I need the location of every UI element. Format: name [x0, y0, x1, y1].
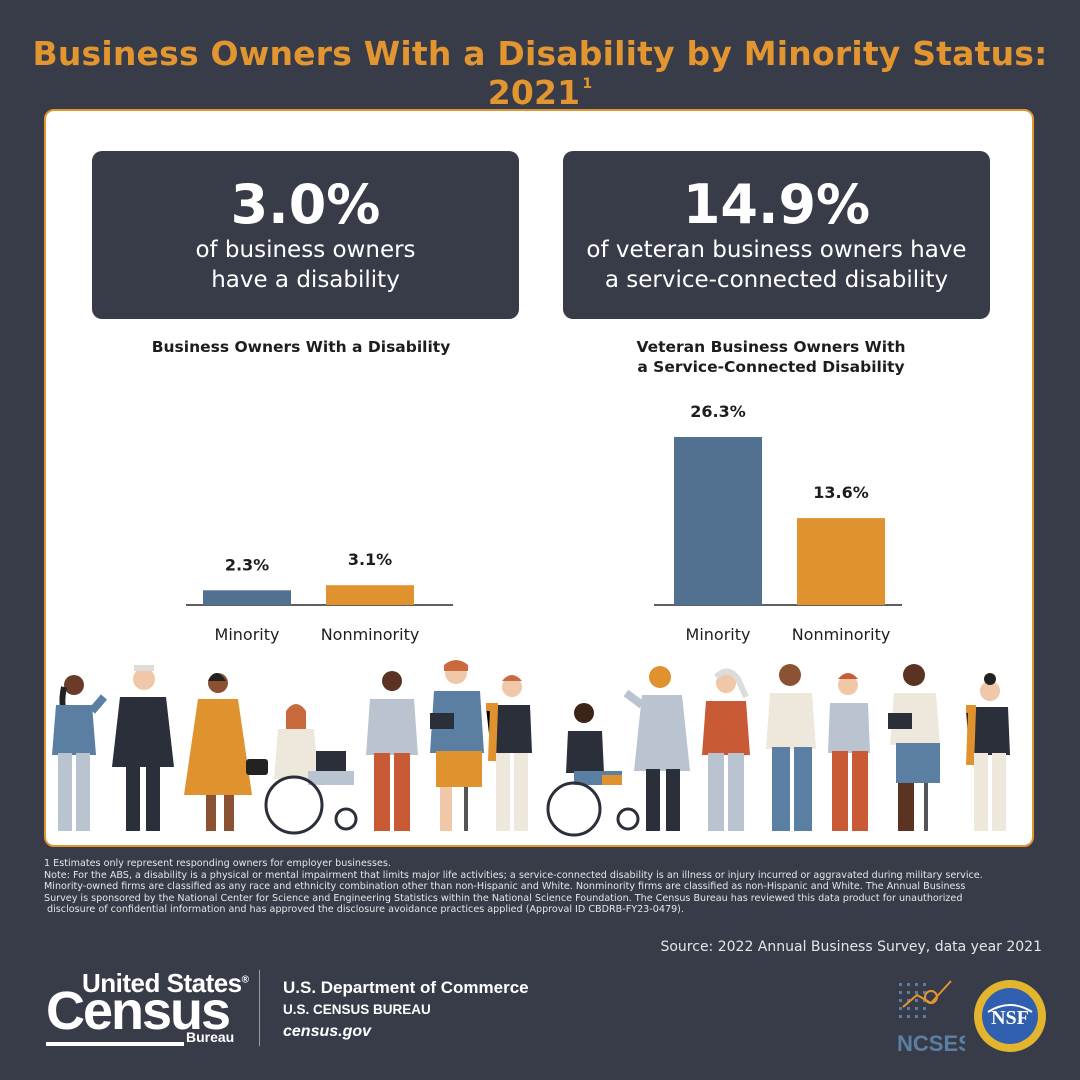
svg-text:NSF: NSF: [991, 1007, 1029, 1029]
page-title: Business Owners With a Disability by Min…: [32, 34, 1048, 112]
chart-title-right: Veteran Business Owners With a Service-C…: [636, 338, 906, 376]
footnote-line: Minority-owned firms are classified as a…: [44, 881, 966, 893]
data-label: 26.3%: [690, 402, 746, 421]
stat-text: of business owners have a disability: [195, 237, 416, 293]
footnotes: 1 Estimates only represent responding ow…: [44, 858, 1034, 916]
census-site-link[interactable]: census.gov: [283, 1023, 372, 1040]
data-label: 3.1%: [348, 550, 392, 569]
category-label: Minority: [215, 625, 280, 644]
nsf-logo[interactable]: NSF: [972, 978, 1048, 1054]
logo-line2: Census: [46, 981, 231, 1041]
stat-value: 14.9%: [682, 173, 871, 236]
infographic-panel: 3.0% of business owners have a disabilit…: [44, 109, 1034, 847]
bureau-name: U.S. CENSUS BUREAU: [283, 1002, 431, 1017]
bar-nonminority: [797, 518, 885, 605]
source-text: Source: 2022 Annual Business Survey, dat…: [660, 939, 1042, 955]
data-label: 13.6%: [813, 483, 869, 502]
logo-underline: [46, 1042, 184, 1046]
logo-line1: United States®: [82, 968, 249, 998]
ncses-logo[interactable]: NCSES: [895, 975, 965, 1055]
people-illustration: [52, 660, 1010, 837]
stat-box-all-owners: 3.0% of business owners have a disabilit…: [92, 151, 519, 319]
category-label: Nonminority: [792, 625, 891, 644]
stat-value: 3.0%: [230, 173, 381, 236]
stat-box-veteran-owners: 14.9% of veteran business owners have a …: [563, 151, 990, 319]
footnote-line: disclosure of confidential information a…: [44, 904, 684, 916]
department-block: U.S. Department of Commerce U.S. CENSUS …: [283, 978, 529, 1041]
logo-line3: Bureau: [186, 1029, 235, 1045]
crowd-illustration: [52, 660, 1010, 837]
bar-minority: [674, 437, 762, 605]
data-label: 2.3%: [225, 555, 269, 574]
footnote-line: Survey is sponsored by the National Cent…: [44, 892, 963, 904]
category-label: Minority: [686, 625, 751, 644]
category-label: Nonminority: [321, 625, 420, 644]
footnote-line: Note: For the ABS, a disability is a phy…: [44, 869, 983, 881]
bar-minority: [203, 590, 291, 605]
bar-charts: 2.3% Minority 3.1% Nonminority 26.3% Minority…: [186, 402, 902, 644]
svg-text:NCSES: NCSES: [897, 1031, 965, 1055]
footnote-line: 1 Estimates only represent responding ow…: [44, 858, 391, 869]
chart-title-left: Business Owners With a Disability: [151, 338, 451, 356]
department-name: U.S. Department of Commerce: [283, 978, 529, 997]
logo-divider: [259, 970, 260, 1046]
stat-text: of veteran business owners have a servic…: [586, 237, 967, 293]
bar-nonminority: [326, 585, 414, 605]
